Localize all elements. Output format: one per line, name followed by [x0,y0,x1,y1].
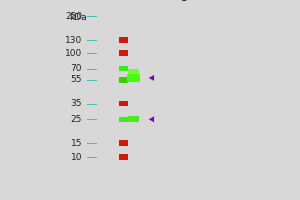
Bar [119,50,128,56]
Text: 250: 250 [65,12,82,21]
Text: 15: 15 [70,139,82,148]
Bar [128,116,140,122]
Text: 35: 35 [70,99,82,108]
Bar [119,77,128,83]
Text: 25: 25 [71,115,82,124]
Text: 1: 1 [181,0,187,3]
Polygon shape [149,116,154,122]
Text: 130: 130 [65,36,82,45]
Bar [128,69,140,74]
Text: 100: 100 [65,49,82,58]
Bar [119,77,128,83]
Bar [119,66,128,71]
Bar [119,117,128,122]
Bar [127,74,140,82]
Bar [119,154,128,160]
Bar [119,101,128,106]
Bar [119,37,128,43]
Text: kDa: kDa [69,13,86,22]
Bar [119,140,128,146]
Text: 55: 55 [70,75,82,84]
Text: 70: 70 [70,64,82,73]
Polygon shape [149,75,154,81]
Text: 10: 10 [70,153,82,162]
